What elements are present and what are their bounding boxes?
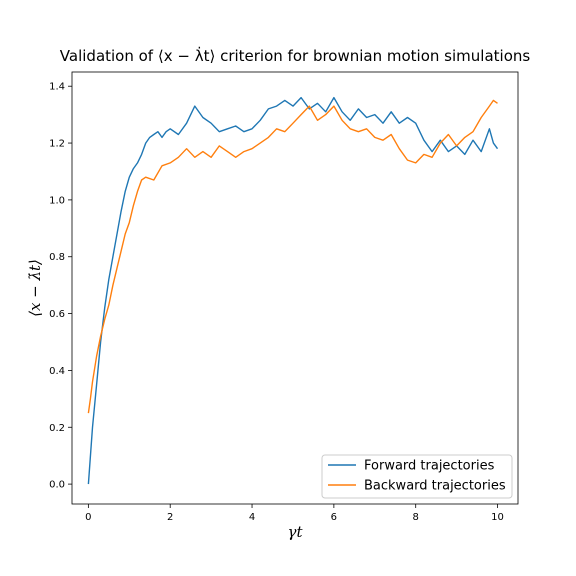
x-axis-title: γt	[288, 523, 304, 541]
y-axis: 0.0 0.2 0.4 0.6 0.8 1.0 1.2 1.4	[49, 82, 72, 491]
y-tick-label: 1.0	[49, 195, 65, 206]
y-tick-label: 0.2	[49, 423, 65, 434]
x-tick-label: 2	[167, 512, 173, 523]
legend: Forward trajectories Backward trajectori…	[321, 454, 513, 499]
y-tick-label: 0.0	[49, 480, 65, 491]
plot-frame	[71, 71, 519, 505]
x-tick-label: 0	[85, 512, 91, 523]
x-axis: 0 2 4 6 8 10	[85, 504, 504, 523]
plot-area	[87, 96, 499, 485]
legend-box	[321, 454, 513, 499]
chart-title: Validation of ⟨x − λ̇t⟩ criterion for br…	[60, 46, 531, 65]
x-tick-label: 4	[249, 512, 255, 523]
y-tick-label: 0.4	[49, 366, 65, 377]
legend-label-forward: Forward trajectories	[364, 459, 495, 474]
x-tick-label: 10	[491, 512, 504, 523]
y-axis-title: ⟨x − λ̇t⟩	[26, 259, 44, 317]
y-tick-label: 0.8	[49, 252, 65, 263]
series-line-forward	[87, 96, 499, 485]
y-tick-label: 1.2	[49, 139, 65, 150]
x-tick-label: 8	[413, 512, 419, 523]
y-tick-label: 0.6	[49, 309, 65, 320]
legend-label-backward: Backward trajectories	[364, 479, 506, 494]
y-tick-label: 1.4	[49, 82, 65, 93]
x-tick-label: 6	[331, 512, 337, 523]
series-line-backward	[87, 99, 498, 414]
